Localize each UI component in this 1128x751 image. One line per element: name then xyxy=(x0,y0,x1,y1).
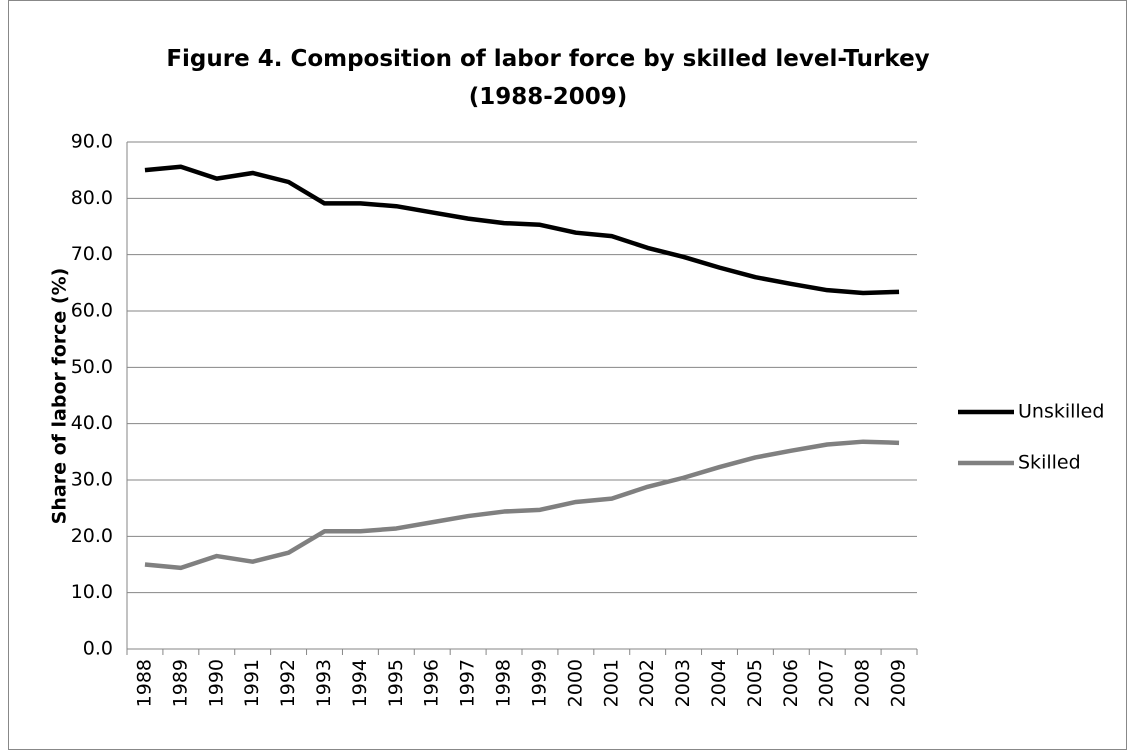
x-tick-label: 1996 xyxy=(421,659,443,707)
legend-label: Unskilled xyxy=(1018,401,1104,423)
x-tick-label: 2003 xyxy=(672,659,694,707)
x-tick-label: 1995 xyxy=(385,659,407,707)
x-tick-label: 1998 xyxy=(493,659,515,707)
y-tick-label: 60.0 xyxy=(71,300,113,322)
x-tick-label: 2001 xyxy=(600,659,622,707)
chart-title: Figure 4. Composition of labor force by … xyxy=(166,46,930,110)
x-tick-label: 1999 xyxy=(528,659,550,707)
x-tick-label: 1997 xyxy=(457,659,479,707)
y-tick-label: 30.0 xyxy=(71,469,113,491)
x-tick-label: 2006 xyxy=(780,659,802,707)
y-tick-label: 40.0 xyxy=(71,412,113,434)
x-tick-label: 1990 xyxy=(205,659,227,707)
x-tick-label: 1993 xyxy=(313,659,335,707)
chart-frame xyxy=(8,0,1127,750)
x-tick-label: 2002 xyxy=(636,659,658,707)
y-axis-label: Share of labor force (%) xyxy=(49,268,71,525)
y-tick-label: 10.0 xyxy=(71,581,113,603)
y-tick-label: 0.0 xyxy=(83,638,113,660)
x-tick-label: 2000 xyxy=(564,659,586,707)
data-line xyxy=(144,439,900,571)
x-tick-label: 1991 xyxy=(241,659,263,707)
y-tick-label: 50.0 xyxy=(71,356,113,378)
legend-label: Skilled xyxy=(1018,452,1081,474)
x-tick-label: 1989 xyxy=(169,659,191,707)
x-tick-label: 2004 xyxy=(708,659,730,707)
data-line xyxy=(144,164,900,296)
y-tick-label: 90.0 xyxy=(71,131,113,153)
x-tick-label: 1994 xyxy=(349,659,371,707)
x-tick-label: 2007 xyxy=(816,659,838,707)
x-tick-label: 2005 xyxy=(744,659,766,707)
x-tick-label: 1992 xyxy=(277,659,299,707)
x-tick-label: 2009 xyxy=(888,659,910,707)
y-tick-label: 20.0 xyxy=(71,525,113,547)
y-tick-label: 70.0 xyxy=(71,243,113,265)
x-tick-label: 2008 xyxy=(852,659,874,707)
y-tick-label: 80.0 xyxy=(71,187,113,209)
x-tick-label: 1988 xyxy=(133,659,155,707)
